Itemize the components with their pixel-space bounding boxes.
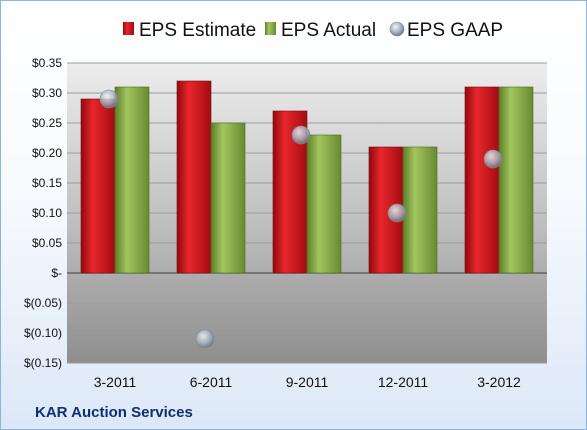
eps-estimate-bar [80, 98, 116, 274]
y-tick-label: $0.25 [32, 116, 62, 130]
y-tick-label: $- [51, 266, 62, 280]
y-tick-label: $0.35 [32, 56, 62, 70]
eps-estimate-bar [464, 86, 500, 274]
legend-swatch [123, 22, 134, 35]
bars [80, 80, 534, 274]
legend: EPS Estimate EPS Actual EPS GAAP [123, 20, 503, 41]
company-label: KAR Auction Services [35, 404, 193, 421]
eps-actual-bar [402, 146, 438, 274]
legend-label: EPS GAAP [407, 20, 503, 41]
y-tick-label: $(0.10) [24, 326, 62, 340]
legend-label: EPS Estimate [139, 20, 256, 41]
x-tick-label: 3-2012 [477, 374, 521, 390]
x-tick-label: 9-2011 [286, 374, 329, 390]
x-tick-label: 12-2011 [378, 374, 429, 390]
y-tick-label: $(0.15) [24, 356, 62, 370]
y-tick-label: $0.15 [32, 176, 62, 190]
legend-swatch [389, 21, 405, 37]
eps-actual-bar [306, 134, 342, 274]
y-tick-label: $0.10 [32, 206, 62, 220]
x-tick-label: 3-2011 [94, 374, 137, 390]
x-axis-ticks: 3-2011 6-2011 9-2011 12-2011 3-2012 [94, 374, 521, 390]
eps-gaap-point [387, 203, 407, 223]
eps-gaap-point [291, 125, 311, 145]
gaap-points [99, 89, 503, 349]
x-tick-label: 6-2011 [190, 374, 233, 390]
y-axis-ticks: $0.35 $0.30 $0.25 $0.20 $0.15 $0.10 $0.05 $- $(0… [24, 56, 62, 370]
legend-swatch [265, 22, 276, 35]
y-tick-label: $0.30 [32, 86, 62, 100]
eps-gaap-point [195, 329, 215, 349]
eps-actual-bar [210, 122, 246, 274]
y-tick-label: $0.20 [32, 146, 62, 160]
eps-gaap-point [99, 89, 119, 109]
eps-actual-bar [114, 86, 150, 274]
y-tick-label: $(0.05) [24, 296, 62, 310]
eps-actual-bar [498, 86, 534, 274]
eps-estimate-bar [176, 80, 212, 274]
y-tick-label: $0.05 [32, 236, 62, 250]
legend-label: EPS Actual [281, 20, 376, 41]
eps-gaap-point [483, 149, 503, 169]
